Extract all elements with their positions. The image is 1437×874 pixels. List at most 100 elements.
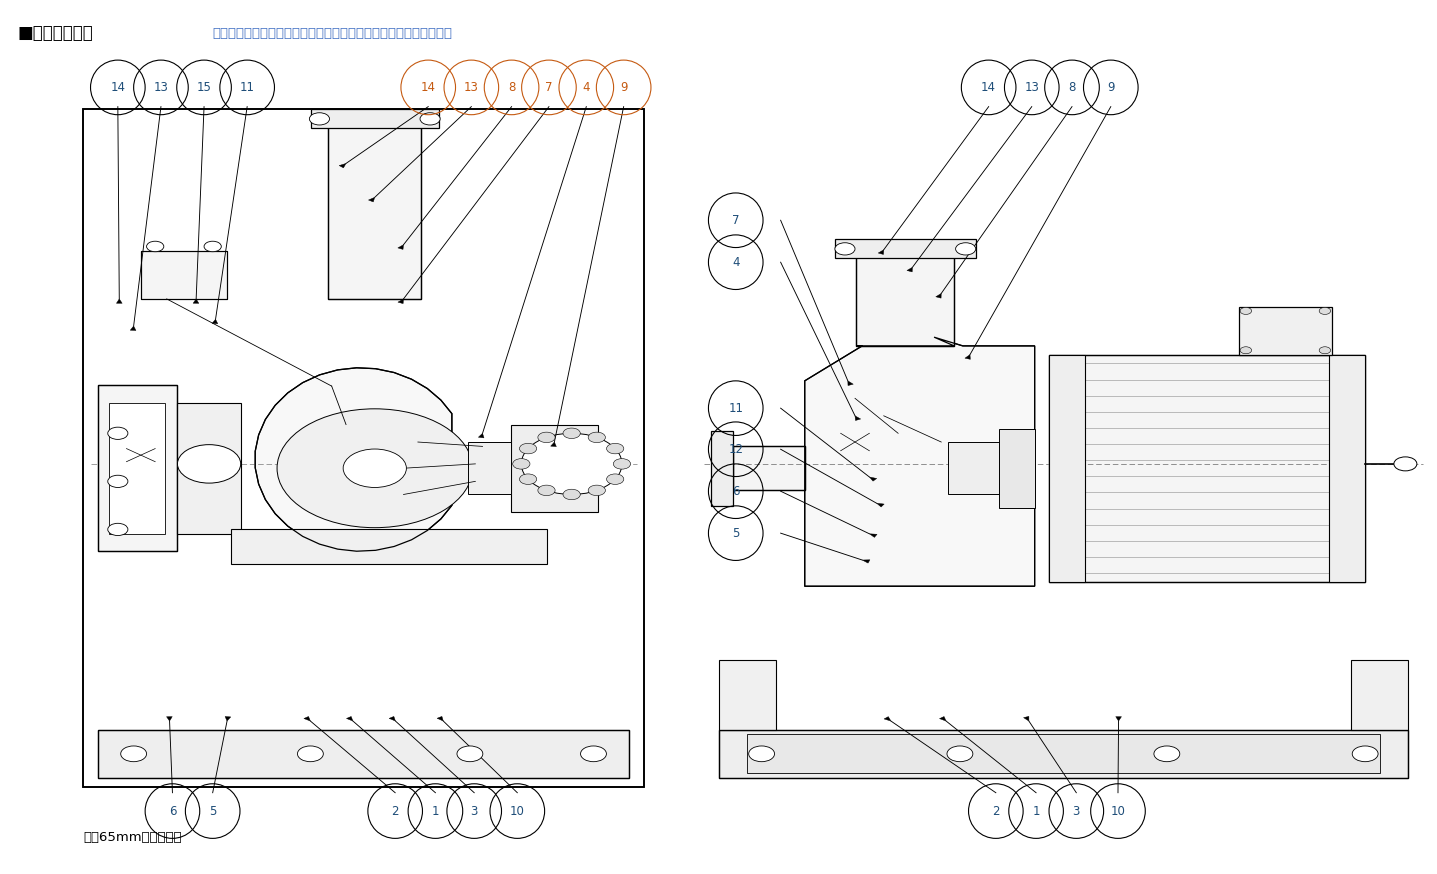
Bar	[856, 241, 954, 346]
Bar	[1351, 660, 1408, 730]
Text: 9: 9	[1106, 81, 1115, 94]
Polygon shape	[550, 442, 556, 447]
Text: 4: 4	[582, 81, 591, 94]
Polygon shape	[193, 299, 198, 303]
Bar	[109, 403, 165, 534]
Circle shape	[749, 746, 775, 761]
Polygon shape	[964, 355, 970, 359]
Text: 口径65mm以上の場合: 口径65mm以上の場合	[83, 831, 182, 843]
Text: 5: 5	[731, 527, 740, 539]
Polygon shape	[303, 717, 310, 721]
Bar	[512, 425, 598, 512]
Polygon shape	[1023, 717, 1029, 721]
Circle shape	[1319, 347, 1331, 354]
Text: 11: 11	[729, 402, 743, 414]
Polygon shape	[213, 319, 218, 323]
Text: ポンプの図は代表図であり、機種によって異なる場合があります。: ポンプの図は代表図であり、機種によって異なる場合があります。	[213, 27, 453, 39]
Bar	[98, 385, 177, 551]
Bar	[718, 660, 776, 730]
Text: 6: 6	[168, 805, 177, 817]
Bar	[98, 385, 177, 551]
Bar	[948, 442, 999, 495]
Polygon shape	[346, 717, 354, 721]
Circle shape	[147, 241, 164, 252]
Polygon shape	[878, 250, 884, 254]
Text: 1: 1	[1032, 805, 1040, 817]
Bar	[718, 730, 1408, 778]
Polygon shape	[1115, 717, 1121, 721]
Bar	[1239, 307, 1332, 355]
Text: 8: 8	[507, 81, 516, 94]
Polygon shape	[848, 381, 854, 385]
Circle shape	[1394, 457, 1417, 471]
Bar	[177, 403, 241, 534]
Text: 8: 8	[1068, 81, 1076, 94]
Circle shape	[277, 409, 473, 528]
Polygon shape	[940, 717, 946, 721]
Text: 3: 3	[1072, 805, 1081, 817]
Polygon shape	[116, 299, 122, 303]
Text: 2: 2	[391, 805, 399, 817]
Text: 13: 13	[1025, 81, 1039, 94]
Polygon shape	[167, 717, 172, 721]
Text: 14: 14	[421, 81, 435, 94]
Polygon shape	[935, 294, 941, 298]
Circle shape	[522, 434, 622, 495]
Text: 11: 11	[240, 81, 254, 94]
Circle shape	[108, 427, 128, 440]
Bar	[711, 431, 733, 506]
Text: 14: 14	[981, 81, 996, 94]
Circle shape	[581, 746, 606, 761]
Text: 4: 4	[731, 256, 740, 268]
Circle shape	[588, 485, 605, 496]
Polygon shape	[907, 267, 912, 272]
Polygon shape	[805, 337, 1035, 586]
Circle shape	[309, 113, 329, 125]
Polygon shape	[398, 299, 404, 303]
Circle shape	[121, 746, 147, 761]
Text: 5: 5	[208, 805, 217, 817]
Bar	[328, 109, 421, 299]
Polygon shape	[479, 434, 484, 438]
Circle shape	[835, 243, 855, 255]
Bar	[98, 730, 629, 778]
Circle shape	[343, 449, 407, 488]
Circle shape	[614, 459, 631, 469]
Circle shape	[563, 428, 581, 439]
Circle shape	[108, 475, 128, 488]
Polygon shape	[368, 198, 375, 202]
Circle shape	[606, 443, 624, 454]
Bar	[310, 109, 438, 128]
Circle shape	[420, 113, 440, 125]
Polygon shape	[855, 416, 861, 420]
Circle shape	[519, 443, 536, 454]
Circle shape	[1319, 308, 1331, 315]
Text: 13: 13	[464, 81, 479, 94]
Circle shape	[1240, 347, 1252, 354]
Bar	[1049, 355, 1085, 582]
Polygon shape	[884, 717, 891, 721]
Text: 7: 7	[731, 214, 740, 226]
Text: 10: 10	[1111, 805, 1125, 817]
Polygon shape	[256, 368, 451, 551]
Polygon shape	[862, 560, 869, 563]
Text: 2: 2	[992, 805, 1000, 817]
Polygon shape	[131, 326, 137, 330]
Polygon shape	[877, 503, 884, 507]
Bar	[231, 530, 547, 565]
Bar	[83, 109, 644, 787]
Circle shape	[1352, 746, 1378, 761]
Bar	[141, 251, 227, 299]
Bar	[856, 241, 954, 346]
Bar	[98, 730, 629, 778]
Text: 1: 1	[431, 805, 440, 817]
Bar	[1049, 355, 1365, 582]
Circle shape	[513, 459, 530, 469]
Polygon shape	[869, 534, 877, 538]
Circle shape	[947, 746, 973, 761]
Circle shape	[108, 524, 128, 536]
Text: 15: 15	[197, 81, 211, 94]
Circle shape	[1154, 746, 1180, 761]
Bar	[999, 429, 1035, 508]
Bar	[733, 447, 805, 490]
